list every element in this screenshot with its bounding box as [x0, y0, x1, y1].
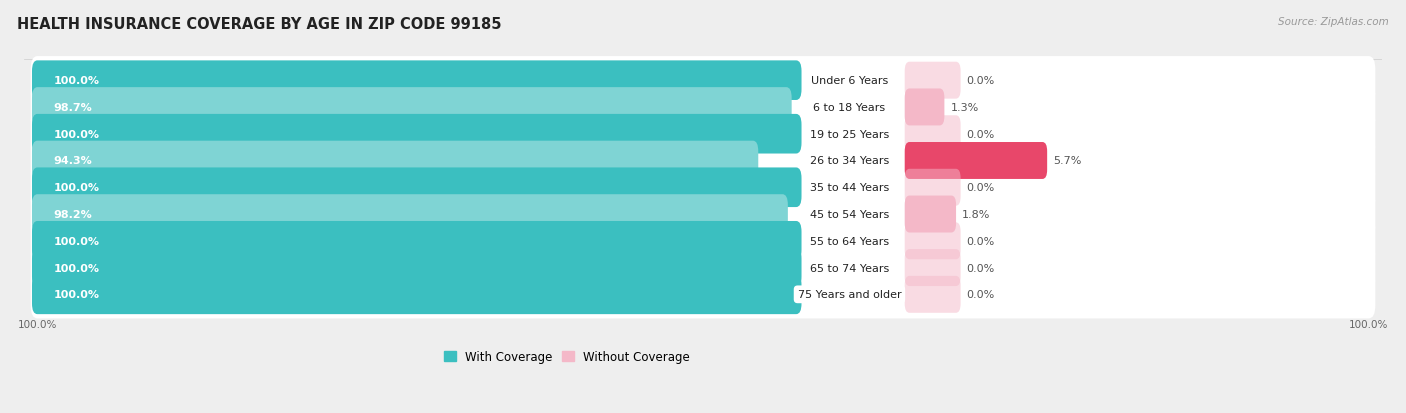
Text: 26 to 34 Years: 26 to 34 Years: [810, 156, 889, 166]
Text: 35 to 44 Years: 35 to 44 Years: [810, 183, 889, 193]
FancyBboxPatch shape: [904, 142, 1047, 180]
Text: 65 to 74 Years: 65 to 74 Years: [810, 263, 889, 273]
FancyBboxPatch shape: [31, 217, 1375, 265]
FancyBboxPatch shape: [904, 62, 960, 100]
Text: 98.2%: 98.2%: [53, 209, 91, 219]
FancyBboxPatch shape: [31, 57, 1375, 105]
FancyBboxPatch shape: [32, 141, 758, 181]
Text: 94.3%: 94.3%: [53, 156, 91, 166]
Text: 19 to 25 Years: 19 to 25 Years: [810, 129, 889, 139]
FancyBboxPatch shape: [31, 164, 1375, 212]
FancyBboxPatch shape: [904, 169, 960, 206]
Text: Under 6 Years: Under 6 Years: [811, 76, 889, 86]
FancyBboxPatch shape: [904, 276, 960, 313]
FancyBboxPatch shape: [904, 116, 960, 153]
Text: 55 to 64 Years: 55 to 64 Years: [810, 236, 889, 246]
Text: HEALTH INSURANCE COVERAGE BY AGE IN ZIP CODE 99185: HEALTH INSURANCE COVERAGE BY AGE IN ZIP …: [17, 17, 502, 31]
FancyBboxPatch shape: [904, 196, 956, 233]
FancyBboxPatch shape: [31, 110, 1375, 159]
FancyBboxPatch shape: [31, 271, 1375, 319]
FancyBboxPatch shape: [32, 168, 801, 208]
Text: 0.0%: 0.0%: [966, 290, 995, 299]
Text: 0.0%: 0.0%: [966, 76, 995, 86]
Text: 6 to 18 Years: 6 to 18 Years: [814, 103, 886, 113]
FancyBboxPatch shape: [32, 195, 787, 234]
FancyBboxPatch shape: [32, 275, 801, 314]
FancyBboxPatch shape: [31, 244, 1375, 292]
Text: 100.0%: 100.0%: [53, 263, 100, 273]
FancyBboxPatch shape: [904, 249, 960, 286]
FancyBboxPatch shape: [904, 223, 960, 260]
FancyBboxPatch shape: [32, 115, 801, 154]
Text: 100.0%: 100.0%: [53, 183, 100, 193]
Text: 100.0%: 100.0%: [53, 76, 100, 86]
Text: 98.7%: 98.7%: [53, 103, 91, 113]
FancyBboxPatch shape: [32, 248, 801, 288]
Text: 1.8%: 1.8%: [962, 209, 990, 219]
Text: 1.3%: 1.3%: [950, 103, 979, 113]
Text: 100.0%: 100.0%: [53, 129, 100, 139]
FancyBboxPatch shape: [31, 190, 1375, 239]
Text: 5.7%: 5.7%: [1053, 156, 1081, 166]
FancyBboxPatch shape: [32, 61, 801, 101]
FancyBboxPatch shape: [31, 137, 1375, 185]
FancyBboxPatch shape: [31, 84, 1375, 132]
Text: 0.0%: 0.0%: [966, 263, 995, 273]
Text: 0.0%: 0.0%: [966, 236, 995, 246]
FancyBboxPatch shape: [32, 88, 792, 128]
Text: 75 Years and older: 75 Years and older: [797, 290, 901, 299]
Text: 100.0%: 100.0%: [53, 290, 100, 299]
FancyBboxPatch shape: [904, 89, 945, 126]
Text: 0.0%: 0.0%: [966, 183, 995, 193]
FancyBboxPatch shape: [32, 221, 801, 261]
Text: Source: ZipAtlas.com: Source: ZipAtlas.com: [1278, 17, 1389, 26]
Text: 0.0%: 0.0%: [966, 129, 995, 139]
Text: 100.0%: 100.0%: [53, 236, 100, 246]
Legend: With Coverage, Without Coverage: With Coverage, Without Coverage: [444, 350, 690, 363]
Text: 45 to 54 Years: 45 to 54 Years: [810, 209, 889, 219]
